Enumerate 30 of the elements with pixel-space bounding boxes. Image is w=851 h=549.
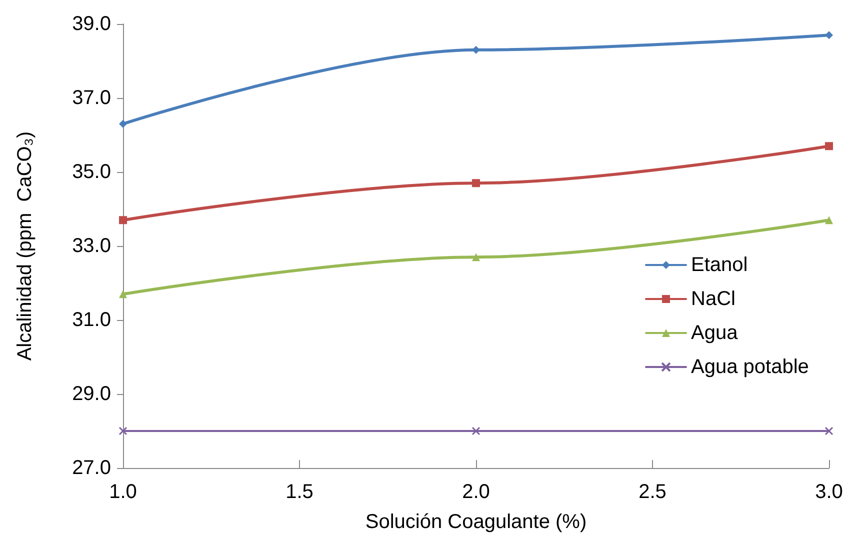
x-tick-label: 1.0 (109, 481, 137, 503)
point (472, 426, 480, 436)
x-axis-title: Solución Coagulante (%) (365, 511, 587, 533)
y-tick-label: 39.0 (72, 13, 111, 35)
point (119, 290, 127, 298)
point (119, 216, 127, 224)
legend-label: Etanol (691, 254, 748, 276)
point (472, 179, 480, 188)
y-tick-label: 37.0 (72, 87, 111, 109)
point (825, 142, 833, 150)
y-tick-label: 31.0 (72, 309, 111, 331)
y-tick-label: 33.0 (72, 235, 111, 257)
legend-label: NaCl (691, 288, 736, 310)
y-axis-title: Alcalinidad (ppm CaCO₃) (14, 131, 36, 361)
x-tick-label: 1.5 (286, 481, 314, 503)
point (118, 426, 128, 436)
point (472, 253, 480, 262)
x-tick-label: 3.0 (815, 481, 843, 503)
y-tick-label: 27.0 (72, 457, 111, 479)
point (472, 46, 480, 54)
y-tick-label: 29.0 (72, 383, 111, 405)
legend-label: Agua potable (691, 356, 809, 378)
x-tick-label: 2.0 (462, 481, 490, 503)
point (824, 426, 834, 436)
point (825, 216, 833, 224)
point (119, 120, 127, 128)
point (825, 31, 833, 40)
y-tick-label: 35.0 (72, 161, 111, 183)
legend-label: Agua (691, 322, 739, 344)
x-tick-label: 2.5 (638, 481, 666, 503)
